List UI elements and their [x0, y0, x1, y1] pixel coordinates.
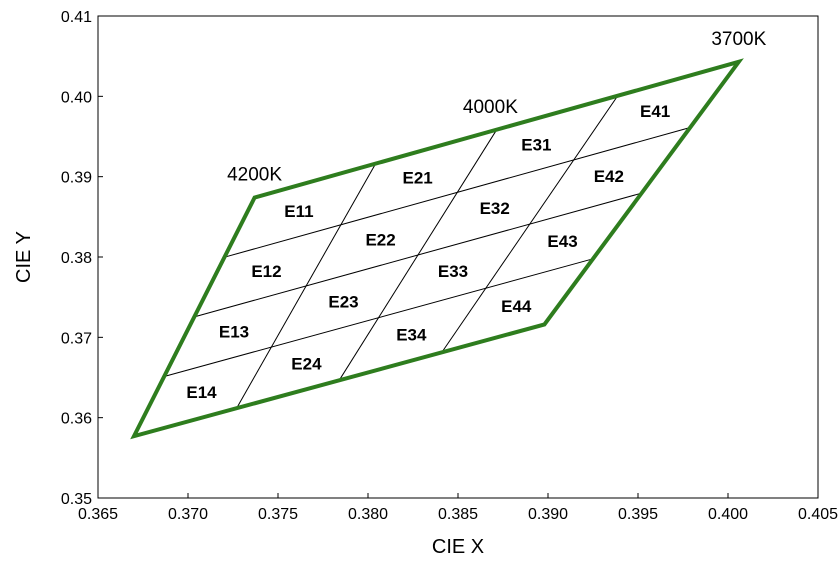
- bin-grid-lines: [164, 95, 691, 409]
- x-tick-label: 0.380: [348, 506, 388, 523]
- x-tick-label: 0.365: [78, 506, 118, 523]
- plot-frame: [97, 15, 819, 499]
- x-tick-label: 0.405: [798, 506, 838, 523]
- x-axis-ticks: 0.365 0.370 0.375 0.380 0.385 0.390 0.395 0.400…: [78, 493, 838, 523]
- bin-label: E43: [547, 232, 577, 251]
- x-tick-label: 0.400: [708, 506, 748, 523]
- bin-label: E31: [521, 135, 551, 154]
- bin-label: E32: [480, 199, 510, 218]
- y-axis-ticks: 0.35 0.36 0.37 0.38 0.39 0.40 0.41: [61, 9, 103, 508]
- x-axis-title: CIE X: [432, 536, 484, 558]
- bin-label: E33: [438, 262, 468, 281]
- x-tick-label: 0.385: [438, 506, 478, 523]
- y-tick-label: 0.38: [61, 250, 92, 267]
- bin-label: E44: [501, 297, 532, 316]
- cct-label: 4200K: [227, 165, 282, 186]
- cct-labels: 4200K 4000K 3700K: [227, 29, 766, 186]
- y-tick-label: 0.36: [61, 411, 92, 428]
- y-axis-title: CIE Y: [13, 231, 35, 283]
- grid-line-horizontal: [164, 258, 594, 377]
- bin-label: E13: [219, 323, 249, 342]
- bin-label: E12: [251, 262, 281, 281]
- bin-label: E24: [291, 354, 322, 373]
- x-tick-label: 0.375: [258, 506, 298, 523]
- bin-label: E41: [640, 102, 670, 121]
- y-tick-label: 0.41: [61, 9, 92, 26]
- y-tick-label: 0.37: [61, 330, 92, 347]
- grid-line-vertical: [441, 95, 619, 353]
- y-tick-label: 0.40: [61, 89, 92, 106]
- cct-label: 4000K: [463, 97, 518, 118]
- y-tick-label: 0.35: [61, 491, 92, 508]
- bin-label: E21: [403, 169, 433, 188]
- cct-label: 3700K: [711, 29, 766, 50]
- bin-label: E34: [396, 326, 427, 345]
- bin-outline: [130, 58, 744, 440]
- bin-label: E22: [365, 231, 395, 250]
- bin-labels: E11 E21 E31 E41 E12 E22 E32 E42 E13 E23 E33 E43 E14 E…: [186, 102, 670, 402]
- x-tick-label: 0.395: [618, 506, 658, 523]
- x-tick-label: 0.370: [168, 506, 208, 523]
- bin-label: E14: [186, 383, 217, 402]
- bin-label: E42: [594, 167, 624, 186]
- bin-label: E11: [284, 202, 313, 221]
- y-tick-label: 0.39: [61, 170, 92, 187]
- x-tick-label: 0.390: [528, 506, 568, 523]
- bin-label: E23: [328, 292, 358, 311]
- grid-line-horizontal: [194, 192, 642, 318]
